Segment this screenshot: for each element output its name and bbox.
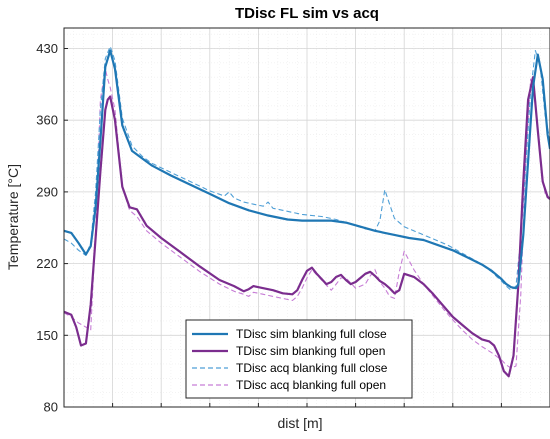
- legend-entry-3: TDisc acq blanking full close: [236, 361, 388, 375]
- legend-entry-1: TDisc sim blanking full close: [236, 327, 387, 341]
- legend-entry-4: TDisc acq blanking full open: [236, 378, 386, 392]
- y-tick-label: 430: [36, 41, 58, 56]
- legend: TDisc sim blanking full close TDisc sim b…: [185, 319, 413, 399]
- y-axis: 80 150 220 290 360 430: [36, 41, 502, 415]
- x-axis-label: dist [m]: [277, 415, 322, 431]
- chart-title: TDisc FL sim vs acq: [235, 5, 379, 22]
- y-axis-label: Temperature [°C]: [5, 164, 21, 270]
- legend-entry-2: TDisc sim blanking full open: [236, 344, 385, 358]
- y-tick-label: 220: [36, 256, 58, 271]
- y-tick-label: 150: [36, 328, 58, 343]
- series-layer: [63, 45, 550, 378]
- y-tick-label: 360: [36, 113, 58, 128]
- series-line-2: [63, 76, 550, 378]
- y-tick-label: 290: [36, 184, 58, 199]
- y-tick-label: 80: [44, 400, 58, 415]
- series-line-1: [63, 49, 550, 290]
